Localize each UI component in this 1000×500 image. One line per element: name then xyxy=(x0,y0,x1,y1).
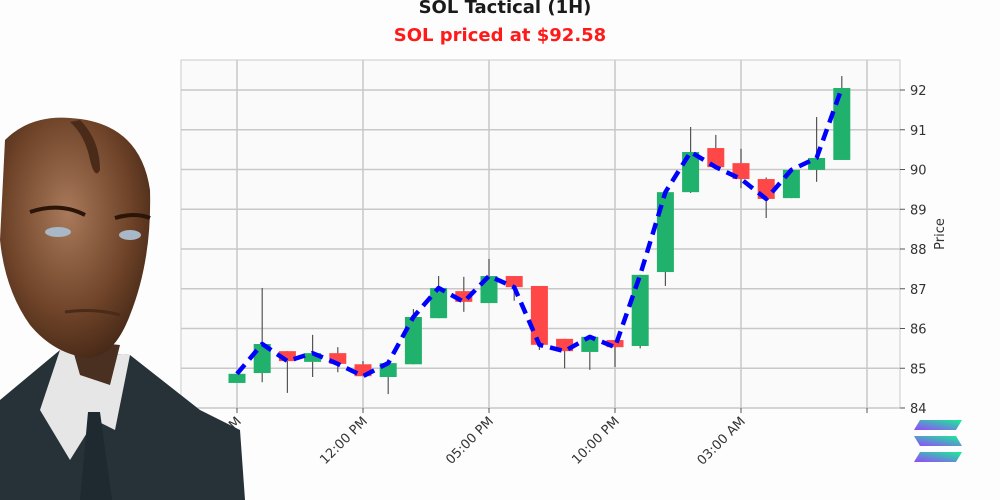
y-tick-labels: 84 85 86 87 88 89 90 91 92 xyxy=(900,84,927,417)
plot-area xyxy=(180,59,901,409)
candle-up xyxy=(808,157,826,170)
trend-line xyxy=(235,87,844,379)
candle-up xyxy=(430,287,448,319)
y-tick-label: 87 xyxy=(910,283,927,298)
candle-up xyxy=(833,88,851,160)
candle-down xyxy=(455,291,473,302)
candle-down xyxy=(278,351,296,362)
candle-down xyxy=(530,285,548,345)
candle-up xyxy=(631,274,649,346)
x-tick-label: 03:00 AM xyxy=(695,414,749,468)
y-tick-label: 90 xyxy=(910,164,927,179)
x-tick-label: 12:00 PM xyxy=(317,414,370,467)
candle-down xyxy=(606,340,624,348)
chart-title: SOL Tactical (1H) xyxy=(418,0,592,18)
y-tick-label: 91 xyxy=(910,124,927,139)
y-tick-label: 85 xyxy=(910,362,927,377)
robot-businessman-illustration xyxy=(0,117,245,500)
y-tick-label: 84 xyxy=(910,402,927,417)
candle-down xyxy=(354,364,372,377)
grid xyxy=(181,60,900,409)
y-tick-label: 86 xyxy=(910,323,927,338)
candle-up xyxy=(304,353,322,362)
candle-up xyxy=(228,373,246,383)
chart-subtitle: SOL priced at $92.58 xyxy=(393,25,607,46)
y-tick-label: 89 xyxy=(910,203,927,218)
x-tick-label: 10:00 PM xyxy=(569,414,622,467)
candle-up xyxy=(404,316,422,365)
candle-down xyxy=(505,276,523,288)
y-axis-label: Price xyxy=(933,218,948,250)
y-tick-label: 92 xyxy=(910,84,927,99)
candle-up xyxy=(656,192,674,273)
solana-logo xyxy=(914,420,962,462)
y-tick-label: 88 xyxy=(910,243,927,258)
candle-down xyxy=(329,353,347,364)
x-tick-label: 05:00 PM xyxy=(443,414,496,467)
